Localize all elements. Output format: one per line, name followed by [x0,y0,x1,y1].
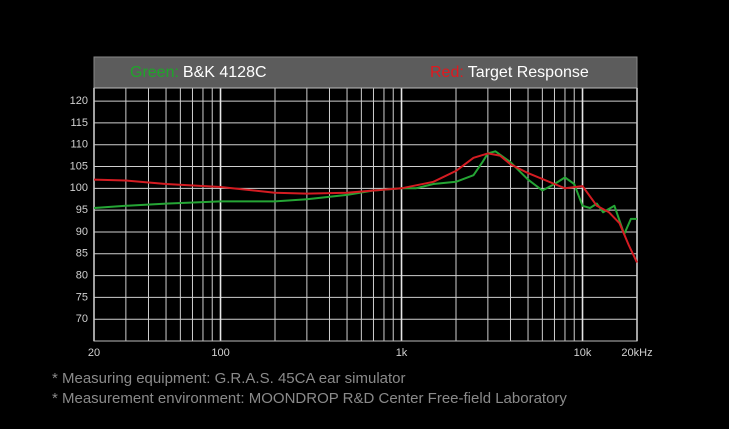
y-tick-label: 85 [76,248,88,260]
y-tick-label: 80 [76,269,88,281]
plot-frame [93,87,638,342]
x-tick-label: 20kHz [621,347,652,359]
y-tick-label: 70 [76,313,88,325]
legend-prefix: Red: [430,64,464,81]
x-tick-label: 1k [396,347,408,359]
y-tick-label: 90 [76,226,88,238]
series-line [93,150,637,236]
y-tick-label: 75 [76,291,88,303]
footnote: * Measurement environment: MOONDROP R&D … [52,390,567,407]
y-tick-label: 115 [70,117,88,129]
legend-bar [93,56,638,89]
y-tick-label: 110 [70,139,88,151]
y-tick-label: 105 [70,160,88,172]
x-tick-label: 20 [88,347,100,359]
series-line [93,152,638,263]
x-tick-label: 100 [211,347,229,359]
legend-text: B&K 4128C [183,64,267,81]
y-tick-label: 100 [70,182,88,194]
legend-prefix: Green: [130,64,179,81]
footnote: * Measuring equipment: G.R.A.S. 45CA ear… [52,370,406,387]
legend-entry: Green: B&K 4128C [130,64,267,81]
legend-text: Target Response [468,64,589,81]
x-tick-label: 10k [574,347,592,359]
y-tick-label: 95 [76,204,88,216]
legend-entry: Red: Target Response [430,64,589,81]
y-tick-label: 120 [70,95,88,107]
